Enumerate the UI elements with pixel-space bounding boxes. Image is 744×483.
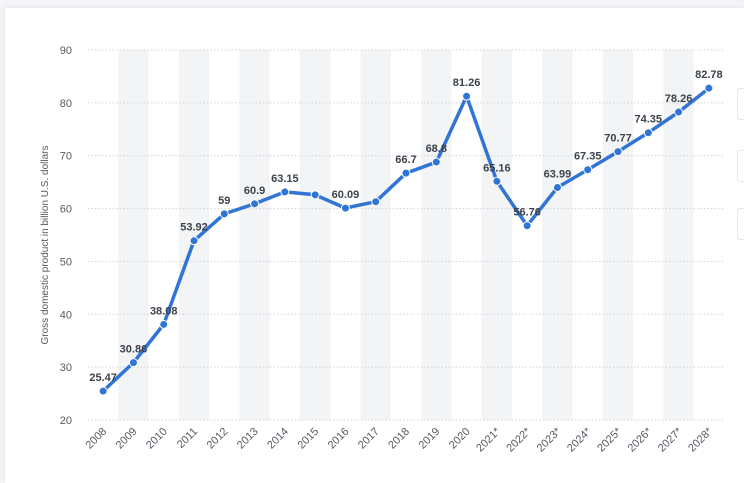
side-panel-tab[interactable] <box>737 208 744 240</box>
x-tick-label: 2015 <box>295 426 321 452</box>
y-tick-label: 70 <box>60 151 72 163</box>
data-points <box>98 83 714 396</box>
x-axis-ticks: 2008 2009 2010 2011 2012 2013 2014 2015 2016 2017… <box>83 425 715 454</box>
y-tick-label: 20 <box>60 415 72 427</box>
data-label: 63.15 <box>271 173 299 185</box>
y-tick-label: 80 <box>60 98 72 110</box>
data-label: 81.26 <box>453 77 481 89</box>
data-point <box>552 182 562 192</box>
column-band <box>239 50 270 420</box>
y-tick-label: 30 <box>60 362 72 374</box>
data-label: 63.99 <box>544 168 572 180</box>
data-label: 78.26 <box>665 93 693 105</box>
x-tick-label: 2017 <box>356 426 382 452</box>
data-point <box>189 236 199 246</box>
column-band <box>602 50 634 420</box>
data-label: 65.16 <box>483 162 511 174</box>
data-point <box>98 386 108 396</box>
data-point <box>704 83 714 93</box>
data-label: 30.86 <box>120 344 148 356</box>
data-point <box>159 319 169 329</box>
data-labels: 25.47 30.86 38.08 53.92 59 60.9 63.15 60.09 66.7… <box>89 69 722 384</box>
x-tick-label: 2018 <box>386 426 412 452</box>
data-point <box>674 107 684 117</box>
data-point <box>280 187 290 197</box>
x-tick-label: 2014 <box>265 426 291 452</box>
y-axis-label: Gross domestic product in billion U.S. d… <box>40 146 51 345</box>
data-label: 82.78 <box>695 69 723 81</box>
data-point <box>462 91 472 101</box>
x-tick-label: 2008 <box>83 426 109 452</box>
side-panel-tab[interactable] <box>737 150 744 182</box>
data-point <box>250 199 260 209</box>
data-point <box>371 197 381 207</box>
x-tick-label: 2028* <box>686 425 715 454</box>
y-tick-label: 60 <box>60 204 72 216</box>
data-point <box>643 128 653 138</box>
gridlines <box>88 49 724 421</box>
data-label: 59 <box>218 195 230 207</box>
data-label: 60.09 <box>332 189 360 201</box>
data-label: 66.7 <box>395 154 416 166</box>
y-axis-ticks: 20 30 40 50 60 70 80 90 <box>60 45 72 427</box>
x-tick-label: 2013 <box>235 426 261 452</box>
x-tick-label: 2009 <box>114 426 140 452</box>
x-tick-label: 2020 <box>447 426 473 452</box>
x-tick-label: 2026* <box>626 425 655 454</box>
data-point <box>401 168 411 178</box>
column-band <box>300 50 331 420</box>
data-label: 67.35 <box>574 151 602 163</box>
column-band <box>178 50 210 420</box>
data-label: 25.47 <box>89 372 117 384</box>
side-panel-tab[interactable] <box>737 88 744 120</box>
y-tick-label: 40 <box>60 309 72 321</box>
data-label: 56.76 <box>513 207 541 219</box>
x-tick-label: 2025* <box>595 425 624 454</box>
column-band <box>421 50 452 420</box>
alternating-bands <box>118 50 694 420</box>
data-label: 68.8 <box>426 143 447 155</box>
y-tick-label: 90 <box>60 45 72 57</box>
data-label: 38.08 <box>150 305 178 317</box>
data-point <box>310 190 320 200</box>
data-label: 60.9 <box>244 185 265 197</box>
data-point <box>583 165 593 175</box>
column-band <box>360 50 391 420</box>
x-tick-label: 2027* <box>656 425 685 454</box>
data-point <box>613 147 623 157</box>
x-tick-label: 2011 <box>175 426 200 451</box>
x-tick-label: 2024* <box>565 425 594 454</box>
column-band <box>481 50 512 420</box>
x-tick-label: 2021* <box>474 425 503 454</box>
x-tick-label: 2010 <box>144 426 170 452</box>
data-point <box>492 176 502 186</box>
data-label: 70.77 <box>604 133 632 145</box>
data-point <box>340 203 350 213</box>
column-band <box>542 50 573 420</box>
data-label: 53.92 <box>180 222 208 234</box>
x-tick-label: 2019 <box>417 426 443 452</box>
data-point <box>128 358 138 368</box>
x-tick-label: 2023* <box>535 425 564 454</box>
data-point <box>522 221 532 231</box>
y-tick-label: 50 <box>60 256 72 268</box>
data-point <box>431 157 441 167</box>
data-point <box>219 209 229 219</box>
x-tick-label: 2016 <box>326 426 352 452</box>
x-tick-label: 2022* <box>504 425 533 454</box>
x-tick-label: 2012 <box>205 426 231 452</box>
data-label: 74.35 <box>635 114 663 126</box>
